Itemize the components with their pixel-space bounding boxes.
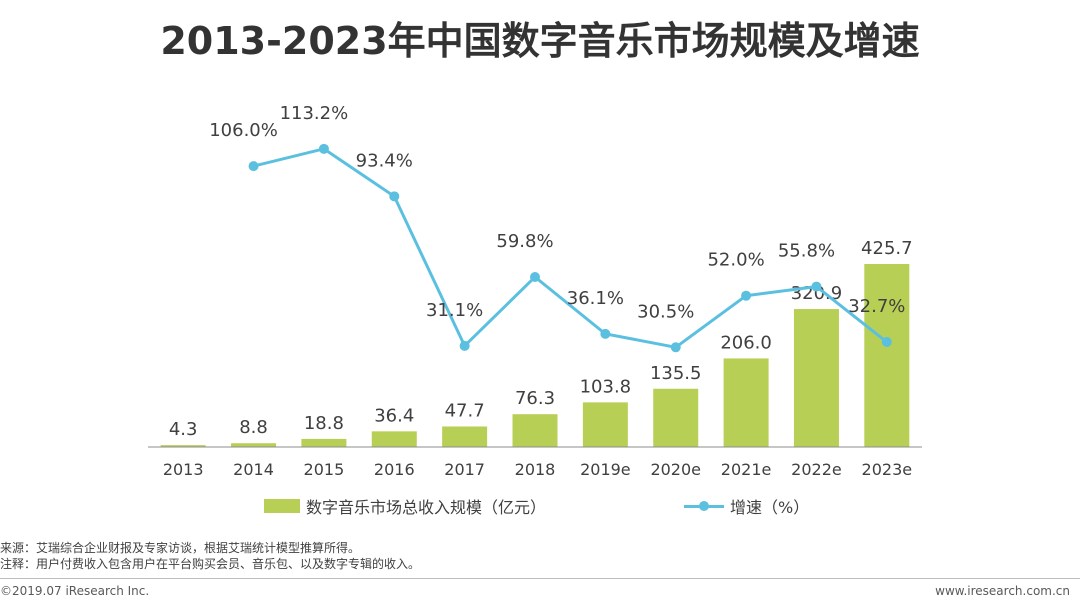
x-tick-label-2022e: 2022e xyxy=(791,460,842,479)
bar-label-2014: 8.8 xyxy=(239,417,268,438)
growth-point-2018 xyxy=(530,271,540,282)
bar-label-2023e: 425.7 xyxy=(861,238,913,259)
legend-item-growth: 增速（%） xyxy=(684,494,809,518)
growth-point-2015 xyxy=(318,143,329,154)
legend-label-growth: 增速（%） xyxy=(730,498,810,517)
growth-point-2021e xyxy=(741,290,752,301)
x-tick-label-2014: 2014 xyxy=(233,460,274,479)
x-tick-label-2019e: 2019e xyxy=(580,460,631,479)
growth-label-2014: 106.0% xyxy=(209,120,278,141)
chart-area: 4.3 2013 8.8 2014 18.8 2015 36.4 2016 47.7 2017 76… xyxy=(148,103,922,479)
bar-2019e xyxy=(582,402,628,447)
growth-point-2016 xyxy=(389,191,400,202)
x-tick-label-2015: 2015 xyxy=(304,460,345,479)
x-tick-label-2021e: 2021e xyxy=(721,460,772,479)
chart-title: 2013-2023年中国数字音乐市场规模及增速 xyxy=(160,19,920,63)
growth-point-2019e xyxy=(600,328,611,339)
bar-label-2015: 18.8 xyxy=(304,413,344,434)
legend-swatch-line xyxy=(684,499,724,513)
growth-point-2017 xyxy=(459,340,470,351)
growth-label-2016: 93.4% xyxy=(356,150,413,171)
x-tick-label-2016: 2016 xyxy=(374,460,415,479)
annotation-note: 注释：用户付费收入包含用户在平台购买会员、音乐包、以及数字专辑的收入。 xyxy=(0,557,421,571)
growth-label-2017: 31.1% xyxy=(426,300,483,321)
bar-2022e xyxy=(793,309,839,447)
x-tick-label-2023e: 2023e xyxy=(862,460,913,479)
chart-notes: 来源：艾瑞综合企业财报及专家访谈，根据艾瑞统计模型推算所得。 注释：用户付费收入… xyxy=(0,540,420,572)
x-tick-label-2013: 2013 xyxy=(163,460,204,479)
growth-label-2023e: 32.7% xyxy=(848,296,905,317)
bar-label-2021e: 206.0 xyxy=(720,332,772,353)
legend-label-revenue: 数字音乐市场总收入规模（亿元） xyxy=(306,498,547,517)
legend-item-revenue: 数字音乐市场总收入规模（亿元） xyxy=(264,494,546,518)
bar-label-2017: 47.7 xyxy=(445,400,485,421)
chart-legend: 数字音乐市场总收入规模（亿元） 增速（%） xyxy=(0,494,1080,518)
bar-2021e xyxy=(723,358,769,447)
legend-swatch-bar xyxy=(264,499,300,513)
bar-2018 xyxy=(512,414,558,447)
bar-2014 xyxy=(231,443,277,447)
bar-label-2020e: 135.5 xyxy=(650,363,702,384)
growth-label-2015: 113.2% xyxy=(280,103,349,124)
growth-line xyxy=(253,147,888,349)
footer-divider xyxy=(0,578,1080,579)
growth-point-2014 xyxy=(248,161,259,172)
bar-label-2013: 4.3 xyxy=(169,419,198,440)
footer-copyright: ©2019.07 iResearch Inc. xyxy=(0,584,150,598)
bar-2015 xyxy=(301,438,347,447)
bar-label-2016: 36.4 xyxy=(374,405,414,426)
growth-label-2022e: 55.8% xyxy=(778,241,835,262)
bar-label-2018: 76.3 xyxy=(515,388,555,409)
footer-website: www.iresearch.com.cn xyxy=(935,584,1070,598)
bar-2013 xyxy=(160,445,206,447)
bar-2023e xyxy=(864,264,910,447)
growth-label-2018: 59.8% xyxy=(496,231,553,252)
x-tick-label-2017: 2017 xyxy=(444,460,485,479)
growth-label-2021e: 52.0% xyxy=(707,250,764,271)
growth-point-2023e xyxy=(881,337,892,348)
x-tick-label-2020e: 2020e xyxy=(650,460,701,479)
growth-label-2020e: 30.5% xyxy=(637,301,694,322)
bar-2017 xyxy=(442,426,488,447)
growth-label-2019e: 36.1% xyxy=(567,288,624,309)
bar-2016 xyxy=(371,431,417,447)
bar-label-2019e: 103.8 xyxy=(580,376,632,397)
source-note: 来源：艾瑞综合企业财报及专家访谈，根据艾瑞统计模型推算所得。 xyxy=(0,541,361,555)
growth-point-2022e xyxy=(811,281,822,292)
x-tick-label-2018: 2018 xyxy=(515,460,556,479)
bar-2020e xyxy=(653,388,699,447)
growth-point-2020e xyxy=(670,342,681,353)
